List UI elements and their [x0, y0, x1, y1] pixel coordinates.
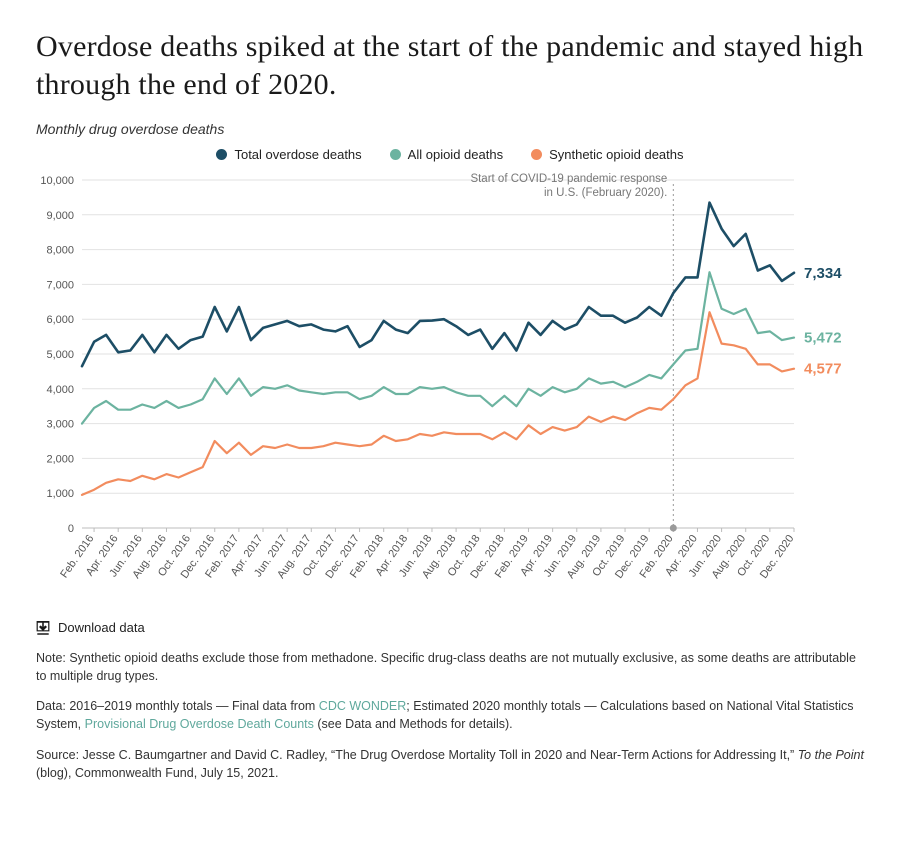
legend-item: All opioid deaths	[390, 147, 503, 162]
legend-swatch	[531, 149, 542, 160]
download-label: Download data	[58, 620, 145, 635]
cdc-wonder-link[interactable]: CDC WONDER	[319, 699, 407, 713]
footnote-text: (blog), Commonwealth Fund, July 15, 2021…	[36, 766, 279, 780]
chart-container: 0 1,000 2,000 3,000 4,000 5,000 6,000 7,000 8,00…	[36, 166, 864, 606]
svg-text:6,000: 6,000	[46, 314, 74, 326]
svg-text:in U.S. (February 2020).: in U.S. (February 2020).	[544, 187, 667, 199]
provisional-counts-link[interactable]: Provisional Drug Overdose Death Counts	[85, 717, 314, 731]
svg-text:1,000: 1,000	[46, 488, 74, 500]
legend-label: All opioid deaths	[408, 147, 503, 162]
svg-text:10,000: 10,000	[40, 175, 74, 187]
footnote-text: (see Data and Methods for details).	[314, 717, 513, 731]
legend-item: Synthetic opioid deaths	[531, 147, 683, 162]
legend-item: Total overdose deaths	[216, 147, 361, 162]
svg-text:9,000: 9,000	[46, 210, 74, 222]
footnote-text: Data: 2016–2019 monthly totals — Final d…	[36, 699, 319, 713]
chart-legend: Total overdose deaths All opioid deaths Sy…	[36, 147, 864, 162]
footnote-data: Data: 2016–2019 monthly totals — Final d…	[36, 697, 864, 733]
svg-text:4,000: 4,000	[46, 384, 74, 396]
svg-text:2,000: 2,000	[46, 453, 74, 465]
svg-text:7,000: 7,000	[46, 279, 74, 291]
footnote-citation: To the Point	[798, 748, 864, 762]
footnote-text: Source: Jesse C. Baumgartner and David C…	[36, 748, 798, 762]
legend-label: Synthetic opioid deaths	[549, 147, 683, 162]
download-icon	[36, 621, 50, 635]
svg-text:8,000: 8,000	[46, 245, 74, 257]
footnote-source: Source: Jesse C. Baumgartner and David C…	[36, 746, 864, 782]
svg-text:7,334: 7,334	[804, 265, 842, 282]
chart-subtitle: Monthly drug overdose deaths	[36, 121, 864, 137]
legend-swatch	[390, 149, 401, 160]
svg-text:5,000: 5,000	[46, 349, 74, 361]
svg-text:4,577: 4,577	[804, 361, 842, 378]
line-chart: 0 1,000 2,000 3,000 4,000 5,000 6,000 7,000 8,00…	[36, 166, 864, 606]
legend-swatch	[216, 149, 227, 160]
legend-label: Total overdose deaths	[234, 147, 361, 162]
chart-title: Overdose deaths spiked at the start of t…	[36, 28, 864, 103]
svg-text:5,472: 5,472	[804, 330, 842, 347]
chart-footnotes: Note: Synthetic opioid deaths exclude th…	[36, 649, 864, 782]
footnote-note: Note: Synthetic opioid deaths exclude th…	[36, 649, 864, 685]
svg-text:3,000: 3,000	[46, 419, 74, 431]
download-data-button[interactable]: Download data	[36, 620, 145, 635]
svg-text:0: 0	[68, 523, 74, 535]
svg-text:Start of COVID-19 pandemic res: Start of COVID-19 pandemic response	[470, 173, 667, 185]
